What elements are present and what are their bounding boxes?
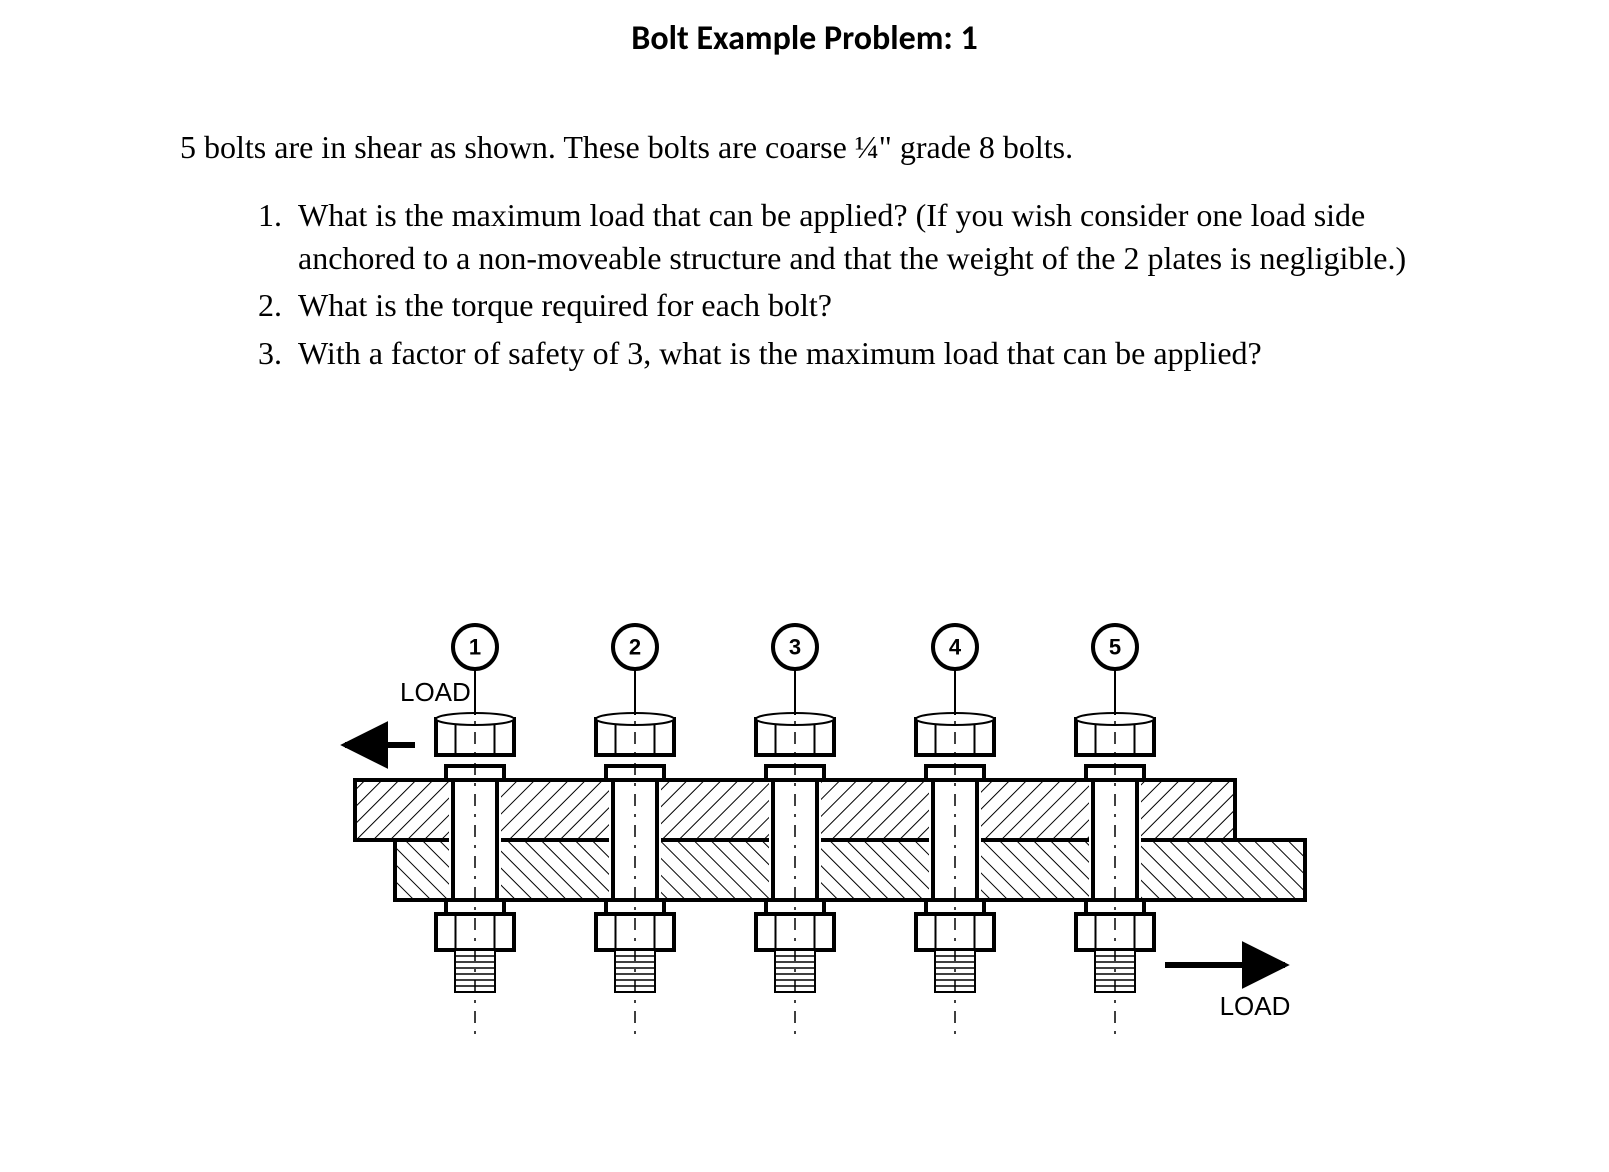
svg-text:4: 4 (948, 635, 961, 660)
page: Bolt Example Problem: 1 5 bolts are in s… (0, 0, 1609, 1172)
svg-text:LOAD: LOAD (1219, 991, 1290, 1021)
svg-text:3: 3 (788, 635, 800, 660)
bolt-shear-diagram: 1 2 3 4 5 LOAD LOAD (295, 595, 1315, 1105)
svg-text:2: 2 (628, 635, 640, 660)
problem-list: What is the maximum load that can be app… (250, 194, 1429, 375)
svg-text:1: 1 (468, 635, 480, 660)
problem-item: With a factor of safety of 3, what is th… (290, 332, 1429, 375)
svg-text:5: 5 (1108, 635, 1120, 660)
page-title: Bolt Example Problem: 1 (180, 18, 1429, 59)
problem-item: What is the torque required for each bol… (290, 284, 1429, 327)
problem-item: What is the maximum load that can be app… (290, 194, 1429, 280)
figure-container: 1 2 3 4 5 LOAD LOAD (0, 595, 1609, 1105)
svg-text:LOAD: LOAD (400, 677, 471, 707)
intro-paragraph: 5 bolts are in shear as shown. These bol… (180, 129, 1429, 166)
